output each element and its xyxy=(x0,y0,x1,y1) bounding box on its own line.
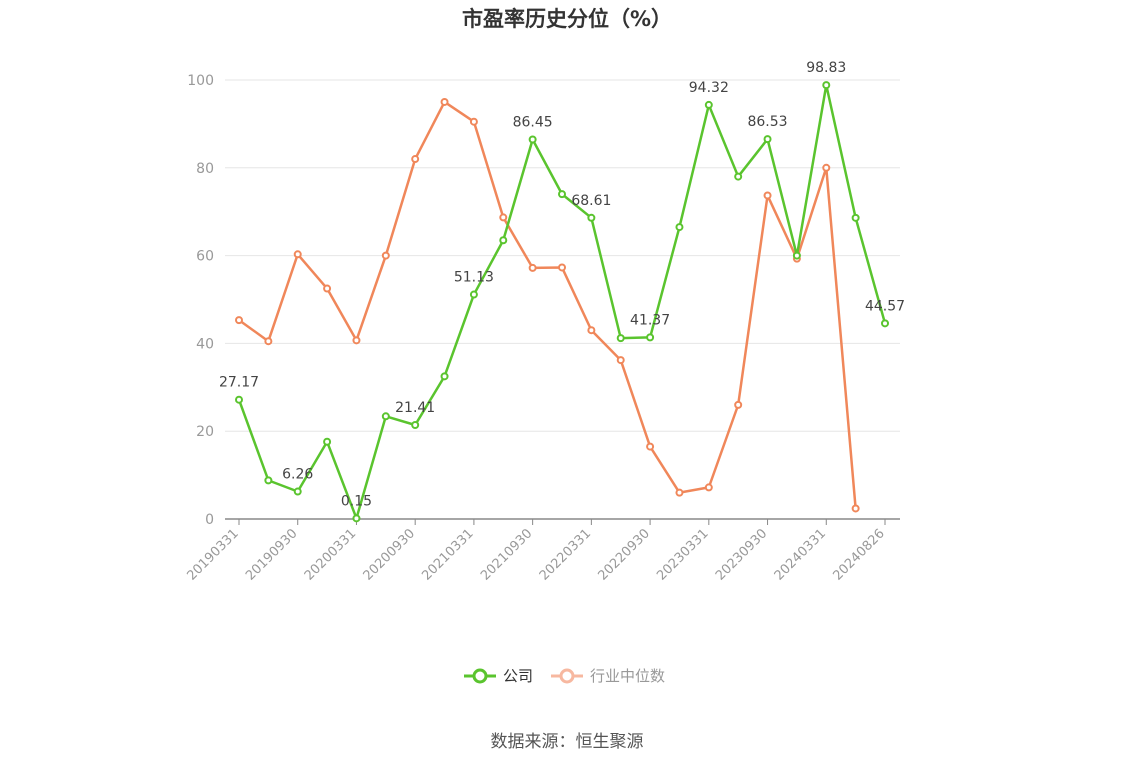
source-text: 数据来源：恒生聚源 xyxy=(491,732,644,752)
data-point[interactable] xyxy=(587,213,596,222)
x-tick-label: 20200331 xyxy=(302,526,359,583)
data-label: 68.61 xyxy=(571,193,611,209)
legend-item-industry[interactable]: 行业中位数 xyxy=(551,667,665,685)
data-point[interactable] xyxy=(499,213,508,222)
data-point[interactable] xyxy=(381,251,390,260)
data-label-layer: 27.17 6.26 0.15 21.41 51.13 86.45 68.61 41.37 94… xyxy=(219,60,905,509)
legend-label-company: 公司 xyxy=(503,667,533,685)
data-point[interactable] xyxy=(264,337,273,346)
series-layer xyxy=(235,81,889,523)
y-tick-label: 60 xyxy=(196,249,214,265)
data-point[interactable] xyxy=(851,213,860,222)
x-tick-label: 20190331 xyxy=(184,526,241,583)
data-point[interactable] xyxy=(822,163,831,172)
data-point[interactable] xyxy=(293,250,302,259)
series-line-1 xyxy=(238,100,857,509)
data-point[interactable] xyxy=(704,483,713,492)
data-point[interactable] xyxy=(528,263,537,272)
x-tick-label: 20210930 xyxy=(478,526,535,583)
y-tick-label: 80 xyxy=(196,161,214,177)
x-tick-label: 20200930 xyxy=(361,526,418,583)
data-point[interactable] xyxy=(734,172,743,181)
data-point[interactable] xyxy=(440,372,449,381)
y-tick-label: 100 xyxy=(187,73,214,89)
data-point[interactable] xyxy=(411,155,420,164)
data-label: 41.37 xyxy=(630,312,670,328)
data-point[interactable] xyxy=(646,442,655,451)
data-point[interactable] xyxy=(323,284,332,293)
data-point[interactable] xyxy=(469,290,478,299)
data-label: 86.45 xyxy=(513,114,553,130)
data-point[interactable] xyxy=(323,437,332,446)
data-label: 86.53 xyxy=(747,114,787,130)
data-point[interactable] xyxy=(235,316,243,325)
x-tick-label: 20230930 xyxy=(713,526,770,583)
data-point[interactable] xyxy=(675,488,684,497)
legend-label-industry: 行业中位数 xyxy=(590,667,665,685)
data-label: 6.26 xyxy=(282,467,313,483)
y-tick-label: 20 xyxy=(196,424,214,440)
data-label: 27.17 xyxy=(219,375,259,391)
chart-title: 市盈率历史分位（%） xyxy=(462,7,672,31)
legend-marker-company xyxy=(472,668,488,684)
legend-marker-industry xyxy=(559,668,575,684)
data-point[interactable] xyxy=(411,421,420,430)
data-point[interactable] xyxy=(822,81,831,90)
data-point[interactable] xyxy=(558,263,566,272)
data-point[interactable] xyxy=(646,333,655,342)
data-point[interactable] xyxy=(763,191,772,200)
data-point[interactable] xyxy=(381,412,390,421)
data-label: 98.83 xyxy=(806,60,846,76)
data-label: 94.32 xyxy=(689,80,729,96)
data-label: 51.13 xyxy=(454,270,494,286)
data-point[interactable] xyxy=(352,336,361,345)
data-point[interactable] xyxy=(763,135,772,144)
data-point[interactable] xyxy=(264,476,273,485)
grid-layer xyxy=(225,79,900,432)
axis-layer: 0 20 40 60 80 100 20190331 20190930 20200331 2020… xyxy=(184,73,900,584)
data-point[interactable] xyxy=(704,100,713,109)
x-tick-label: 20240331 xyxy=(772,526,829,583)
data-point[interactable] xyxy=(881,319,889,328)
data-point[interactable] xyxy=(616,334,625,343)
data-label: 21.41 xyxy=(395,400,435,416)
x-tick-label: 20230331 xyxy=(654,526,711,583)
x-tick-label: 20220331 xyxy=(537,526,594,583)
data-point[interactable] xyxy=(558,190,566,199)
y-tick-label: 0 xyxy=(205,512,214,528)
y-tick-label: 40 xyxy=(196,336,214,352)
data-point[interactable] xyxy=(734,400,743,409)
data-point[interactable] xyxy=(675,223,684,232)
x-tick-label: 20240826 xyxy=(830,526,887,583)
data-point[interactable] xyxy=(440,97,449,106)
x-tick-label: 20190930 xyxy=(243,526,300,583)
data-label: 44.57 xyxy=(865,298,905,314)
data-point[interactable] xyxy=(352,514,361,523)
x-tick-label: 20210331 xyxy=(419,526,476,583)
data-point[interactable] xyxy=(293,487,302,496)
data-point[interactable] xyxy=(499,236,508,245)
data-label: 0.15 xyxy=(341,493,372,509)
data-point[interactable] xyxy=(469,117,478,126)
data-point[interactable] xyxy=(587,326,596,335)
x-tick-label: 20220930 xyxy=(596,526,653,583)
data-point[interactable] xyxy=(528,135,537,144)
data-point[interactable] xyxy=(235,395,243,404)
legend[interactable]: 公司 行业中位数 xyxy=(464,667,665,685)
data-point[interactable] xyxy=(792,251,801,260)
data-point[interactable] xyxy=(851,504,860,513)
data-point[interactable] xyxy=(616,356,625,365)
legend-item-company[interactable]: 公司 xyxy=(464,667,533,685)
